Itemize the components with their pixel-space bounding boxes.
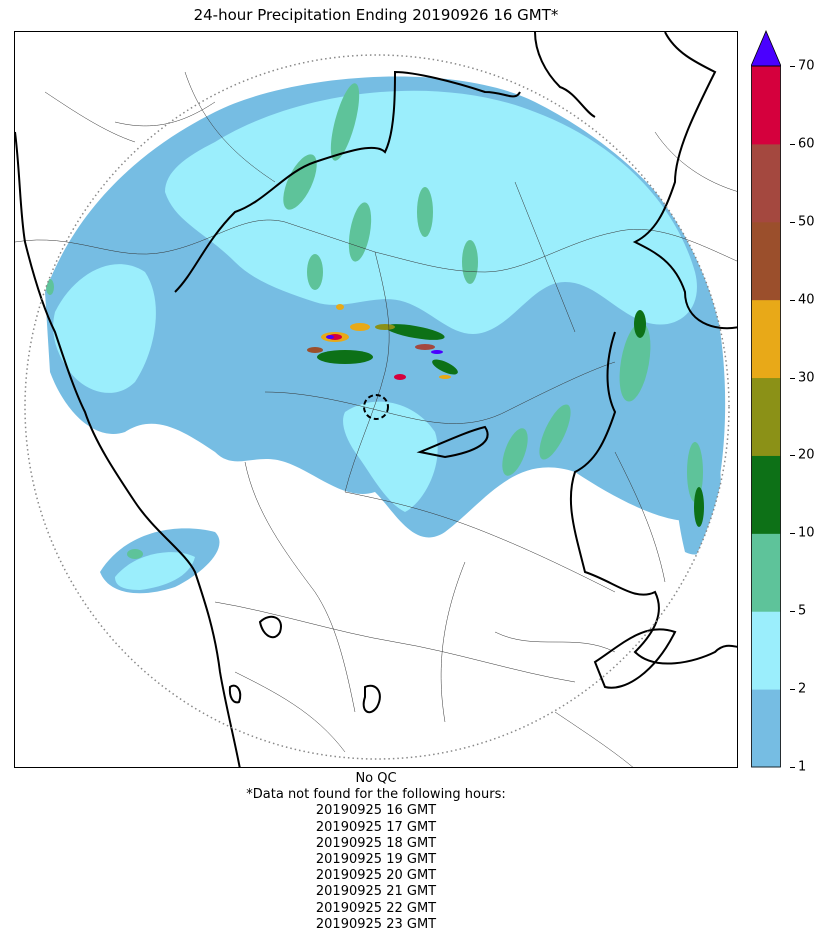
colorbar-tick <box>790 299 795 301</box>
colorbar-segment <box>751 66 781 145</box>
colorbar-segment <box>751 611 781 690</box>
precip-2-5-west <box>53 264 156 393</box>
colorbar-tick <box>790 377 795 379</box>
colorbar-tick-label: 60 <box>798 136 815 152</box>
colorbar-segment <box>751 689 781 768</box>
colorbar-tick-label: 20 <box>798 447 815 463</box>
colorbar-tick-label: 50 <box>798 214 815 230</box>
missing-hour: 20190925 22 GMT <box>315 900 437 916</box>
chart-title: 24-hour Precipitation Ending 20190926 16… <box>193 6 559 24</box>
missing-hour: 20190925 18 GMT <box>315 835 437 851</box>
precip-convective-cores <box>307 304 451 380</box>
qc-note: No QC <box>355 771 397 786</box>
colorbar-segment <box>751 143 781 223</box>
district-borders <box>15 71 737 767</box>
missing-data-header: *Data not found for the following hours: <box>246 787 506 803</box>
colorbar-tick-label: 10 <box>798 525 815 541</box>
colorbar-tick <box>790 689 795 691</box>
precip-2-5-sw <box>115 552 195 590</box>
colorbar-tick-label: 70 <box>798 58 815 74</box>
colorbar-segment <box>751 377 781 456</box>
colorbar-tick-label: 1 <box>798 759 807 775</box>
lakes-outlines <box>228 615 381 714</box>
colorbar-tick-label: 2 <box>798 681 807 697</box>
colorbar-segment <box>751 299 781 379</box>
colorbar-tick <box>790 767 795 768</box>
map-canvas <box>15 32 737 767</box>
colorbar-segment <box>751 221 781 301</box>
missing-hour: 20190925 21 GMT <box>315 884 437 900</box>
missing-hour: 20190925 17 GMT <box>315 819 437 835</box>
missing-hour: 20190925 16 GMT <box>315 803 437 819</box>
state-borders <box>15 32 737 767</box>
colorbar-tick <box>790 611 795 613</box>
colorbar-segments <box>751 66 781 768</box>
notes-block: No QC *Data not found for the following … <box>0 771 752 933</box>
precip-5-10-streaks <box>46 83 703 559</box>
colorbar-tick-label: 40 <box>798 292 815 308</box>
missing-hour: 20190925 20 GMT <box>315 868 437 884</box>
colorbar-segment <box>751 533 781 612</box>
radar-site-marker <box>363 394 389 420</box>
colorbar-tick <box>790 143 795 145</box>
radar-map[interactable] <box>14 31 738 768</box>
precip-2-5-central <box>343 401 438 512</box>
radar-range-ring <box>24 54 730 760</box>
precipitation-layer <box>45 76 726 594</box>
colorbar-tick-label: 5 <box>798 603 807 619</box>
colorbar-tick <box>790 221 795 223</box>
precip-10-20-cells <box>317 310 704 527</box>
colorbar <box>751 30 781 768</box>
colorbar-tick <box>790 66 795 67</box>
colorbar-tick-label: 30 <box>798 370 815 386</box>
missing-hour: 20190925 23 GMT <box>315 916 437 932</box>
colorbar-tick <box>790 533 795 535</box>
missing-hour: 20190925 19 GMT <box>315 852 437 868</box>
colorbar-frame <box>751 65 781 768</box>
colorbar-extend-arrow <box>751 30 781 67</box>
colorbar-tick <box>790 455 795 457</box>
colorbar-segment <box>751 455 781 534</box>
